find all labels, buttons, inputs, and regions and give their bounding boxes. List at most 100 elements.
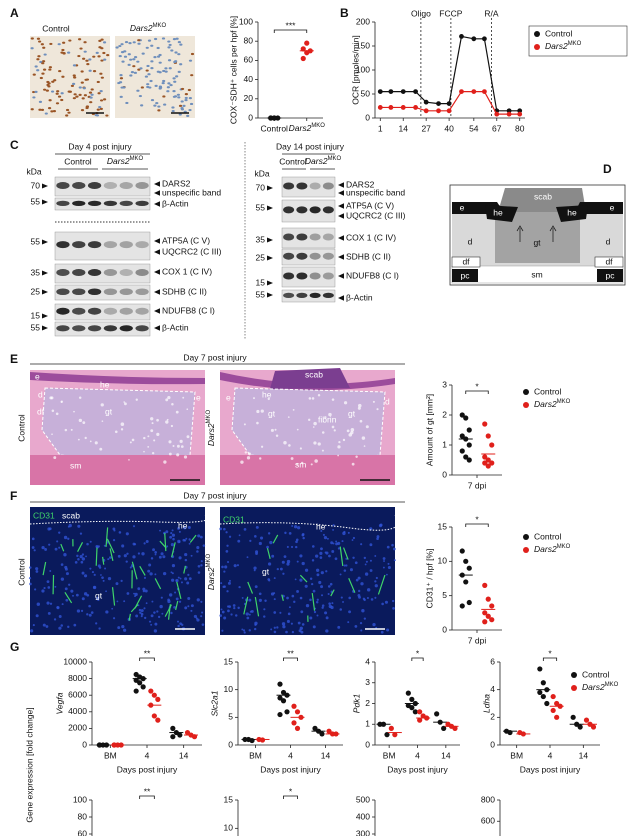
nucleus-stain bbox=[200, 615, 203, 618]
x-tick-label: 54 bbox=[469, 123, 479, 133]
nucleus-stain bbox=[160, 596, 163, 599]
y-tick-label: 0 bbox=[248, 112, 253, 122]
dot bbox=[409, 705, 415, 711]
nucleus-stain bbox=[241, 628, 244, 631]
nucleus-stain bbox=[54, 547, 58, 551]
nucleus-stain bbox=[98, 627, 101, 630]
x-tick-label: 4 bbox=[415, 750, 420, 760]
vessel-stain bbox=[183, 565, 187, 574]
x-tick-label: 4 bbox=[145, 750, 150, 760]
nucleus-stain bbox=[227, 581, 231, 585]
nucleus-stain bbox=[80, 560, 84, 564]
y-tick-label: 0 bbox=[442, 624, 447, 634]
nucleus-stain bbox=[355, 578, 359, 582]
label-arrow bbox=[338, 213, 344, 219]
speckle bbox=[156, 432, 160, 436]
nucleus bbox=[102, 51, 106, 55]
nucleus bbox=[179, 43, 183, 46]
point bbox=[377, 105, 383, 110]
marker-arrow bbox=[42, 239, 48, 245]
dot bbox=[304, 40, 310, 46]
nucleus-stain bbox=[363, 617, 366, 620]
y-tick-label: 0 bbox=[228, 739, 233, 749]
nucleus-stain bbox=[31, 537, 35, 541]
legend-swatch bbox=[523, 402, 529, 408]
nucleus-stain bbox=[360, 582, 364, 586]
nucleus bbox=[90, 88, 94, 91]
blot-band bbox=[103, 182, 118, 190]
significance: * bbox=[548, 648, 552, 658]
nucleus-stain bbox=[304, 568, 309, 572]
nucleus-stain bbox=[143, 576, 147, 579]
protein-label: β-Actin bbox=[162, 198, 189, 208]
nucleus bbox=[92, 55, 96, 58]
nucleus-stain bbox=[162, 571, 167, 576]
dot bbox=[466, 427, 472, 433]
blot-band bbox=[309, 182, 321, 190]
nucleus-stain bbox=[226, 560, 230, 564]
nucleus-stain bbox=[372, 622, 376, 627]
nucleus-stain bbox=[29, 582, 32, 586]
schematic-label: df bbox=[462, 256, 470, 266]
nucleus-stain bbox=[299, 554, 303, 558]
nucleus bbox=[90, 93, 94, 96]
dot bbox=[540, 680, 546, 686]
speckle bbox=[78, 396, 82, 399]
nucleus bbox=[38, 108, 42, 111]
nucleus bbox=[180, 100, 184, 103]
group-label-sup: MKO bbox=[130, 156, 144, 162]
dot bbox=[485, 463, 491, 469]
nucleus-stain bbox=[315, 600, 319, 604]
nucleus-stain bbox=[383, 560, 386, 563]
annotation-label: FCCP bbox=[439, 8, 462, 18]
nucleus-stain bbox=[365, 560, 368, 563]
nucleus-stain bbox=[65, 598, 69, 602]
nucleus-stain bbox=[340, 596, 343, 599]
annotation-label: R/A bbox=[484, 8, 499, 18]
nucleus-stain bbox=[269, 540, 273, 545]
condition-label-base: Dars2 bbox=[206, 567, 216, 590]
nucleus-stain bbox=[150, 614, 154, 618]
speckle bbox=[186, 408, 189, 411]
nucleus-stain bbox=[343, 564, 346, 567]
speckle bbox=[60, 400, 64, 403]
protein-label: COX 1 (C IV) bbox=[346, 232, 396, 242]
nucleus-stain bbox=[343, 569, 347, 572]
vessel-stain bbox=[109, 548, 114, 561]
nucleus bbox=[34, 90, 38, 93]
speckle bbox=[183, 455, 188, 459]
nucleus-stain bbox=[339, 573, 342, 576]
dot bbox=[148, 688, 154, 694]
x-tick-label: 14 bbox=[179, 750, 189, 760]
point bbox=[517, 111, 523, 117]
nucleus-stain bbox=[385, 573, 388, 576]
y-tick-label: 15 bbox=[224, 656, 234, 666]
blot bbox=[281, 227, 336, 249]
speckle bbox=[100, 403, 104, 407]
speckle bbox=[324, 416, 327, 419]
nucleus bbox=[172, 38, 177, 41]
nucleus-stain bbox=[193, 614, 198, 619]
protein-label: NDUFB8 (C I) bbox=[346, 270, 399, 280]
condition-label-sup: MKO bbox=[206, 554, 212, 568]
nucleus bbox=[127, 63, 131, 66]
nucleus bbox=[100, 59, 104, 62]
nucleus bbox=[95, 51, 99, 54]
nucleus bbox=[178, 104, 183, 107]
nucleus bbox=[123, 50, 127, 53]
blot-band bbox=[283, 292, 295, 299]
x-tick-label: Dars2MKO bbox=[289, 123, 326, 134]
vessel-stain bbox=[105, 527, 109, 547]
nucleus bbox=[73, 76, 77, 79]
nucleus-stain bbox=[154, 553, 157, 556]
nucleus-stain bbox=[199, 535, 203, 539]
dot bbox=[155, 696, 161, 702]
dot bbox=[441, 725, 447, 732]
blot-band bbox=[56, 200, 70, 207]
blot-band bbox=[103, 241, 118, 249]
gt-region bbox=[41, 387, 196, 463]
blot bbox=[54, 176, 151, 197]
speckle bbox=[171, 403, 174, 406]
nucleus-stain bbox=[154, 622, 158, 626]
nucleus-stain bbox=[104, 567, 107, 570]
